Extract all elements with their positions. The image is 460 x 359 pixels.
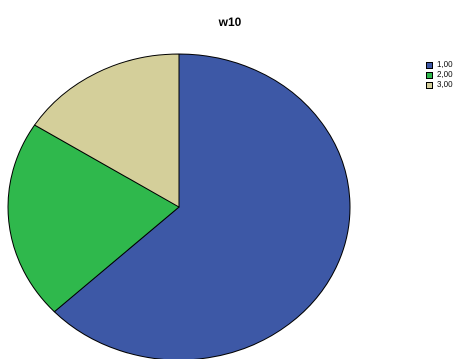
- legend-label-1: 1,00: [437, 60, 453, 69]
- legend-item: 1,00: [426, 60, 453, 70]
- legend-label-2: 2,00: [437, 70, 453, 79]
- pie-slice-3: [33, 53, 180, 208]
- legend-item: 3,00: [426, 80, 453, 90]
- pie-slice-2: [7, 124, 180, 313]
- chart-title: w10: [218, 15, 242, 29]
- pie-slice-1: [53, 53, 351, 359]
- legend-swatch-3: [426, 81, 433, 89]
- legend-item: 2,00: [426, 70, 453, 80]
- legend-label-3: 3,00: [437, 80, 453, 89]
- legend-swatch-1: [426, 61, 433, 69]
- legend: 1,00 2,00 3,00: [426, 60, 453, 90]
- legend-swatch-2: [426, 71, 433, 79]
